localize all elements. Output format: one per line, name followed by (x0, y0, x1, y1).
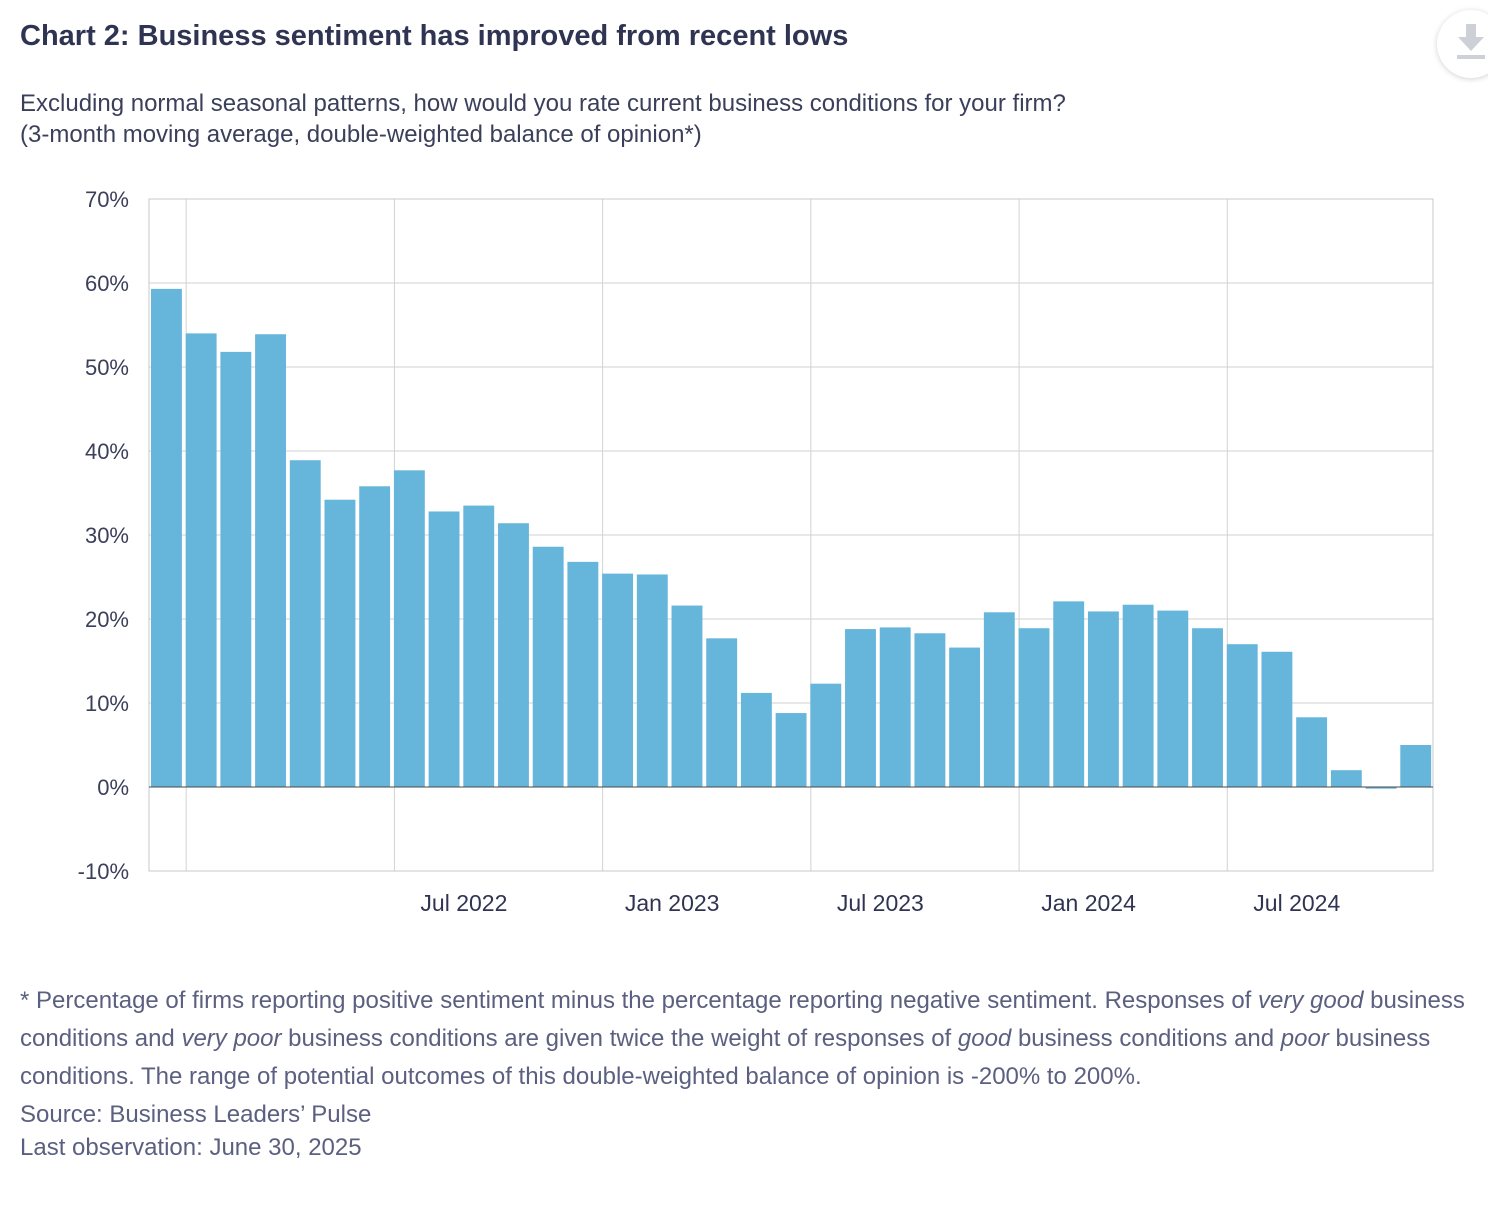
y-tick-label: 40% (85, 439, 129, 464)
bar (1400, 745, 1432, 787)
download-icon (1457, 24, 1485, 59)
bar (532, 546, 564, 787)
x-tick-label: Jul 2023 (837, 890, 924, 916)
bar (1192, 628, 1223, 787)
footnote-text: * Percentage of firms reporting positive… (20, 987, 1259, 1014)
bar (359, 486, 391, 787)
bar (463, 505, 495, 787)
footnote-emphasis: good (957, 1025, 1012, 1052)
bar-chart: -10% 0% 10% 20% 30% 40% 50% 60% 70% Jul 2022 Jan 2… (78, 187, 1434, 916)
bar (636, 574, 668, 787)
y-tick-label: 50% (85, 355, 129, 380)
bar (393, 470, 425, 787)
x-tick-label: Jan 2024 (1041, 890, 1136, 916)
y-tick-label: 30% (85, 523, 129, 548)
bar (428, 511, 460, 787)
bar (740, 692, 772, 787)
bar (151, 288, 182, 787)
bar (775, 713, 807, 787)
footnote-text: business conditions are given twice the … (281, 1025, 958, 1052)
bar (706, 638, 738, 787)
x-tick-label: Jul 2022 (420, 890, 507, 916)
footnote-emphasis: very good (1258, 987, 1364, 1014)
footnote-emphasis: very poor (181, 1025, 282, 1052)
chart-title: Chart 2: Business sentiment has improved… (20, 20, 849, 52)
bar (1365, 787, 1397, 789)
bar (1226, 644, 1258, 787)
bar (255, 334, 286, 787)
bar (671, 605, 703, 787)
footnote-text: business conditions. The range of potent… (20, 1025, 1431, 1090)
bar (1087, 611, 1119, 787)
y-tick-label: 60% (85, 271, 129, 296)
source-note: Source: Business Leaders’ Pulse (20, 1101, 372, 1128)
bar (810, 683, 842, 787)
subtitle-method: (3-month moving average, double-weighted… (20, 121, 702, 148)
y-tick-label: 70% (85, 187, 129, 212)
bar (1157, 610, 1189, 787)
bar (1122, 604, 1154, 787)
footnote-text: business conditions and (1011, 1025, 1281, 1052)
y-tick-label: 20% (85, 607, 129, 632)
last-observation-note: Last observation: June 30, 2025 (20, 1134, 362, 1161)
bar (220, 351, 252, 787)
bar (1018, 628, 1050, 787)
bar (1330, 770, 1362, 787)
bar (1053, 601, 1085, 787)
footnote-emphasis: poor (1280, 1025, 1329, 1052)
footnote: * Percentage of firms reporting positive… (20, 982, 1470, 1096)
bar (602, 573, 634, 787)
bar (879, 627, 911, 787)
bar (1261, 651, 1293, 787)
y-tick-label: 10% (85, 691, 129, 716)
bar (498, 523, 529, 787)
y-tick-label: -10% (78, 859, 129, 884)
chart-notes: * Percentage of firms reporting positive… (20, 982, 1470, 1164)
bar (324, 499, 356, 787)
bar (949, 647, 981, 787)
chart-subtitle: Excluding normal seasonal patterns, how … (20, 88, 1066, 150)
bar (185, 333, 217, 787)
subtitle-question: Excluding normal seasonal patterns, how … (20, 90, 1066, 117)
footnote-text: business conditions and (20, 987, 1465, 1052)
bar (1296, 717, 1328, 787)
bar (983, 612, 1015, 787)
bar (289, 460, 321, 787)
x-tick-label: Jul 2024 (1253, 890, 1340, 916)
bar (845, 629, 876, 787)
bar (914, 633, 946, 787)
download-button[interactable] (1437, 10, 1488, 78)
y-tick-label: 0% (97, 775, 129, 800)
plot-frame (148, 198, 1434, 872)
bar (567, 561, 599, 787)
x-tick-label: Jan 2023 (625, 890, 720, 916)
